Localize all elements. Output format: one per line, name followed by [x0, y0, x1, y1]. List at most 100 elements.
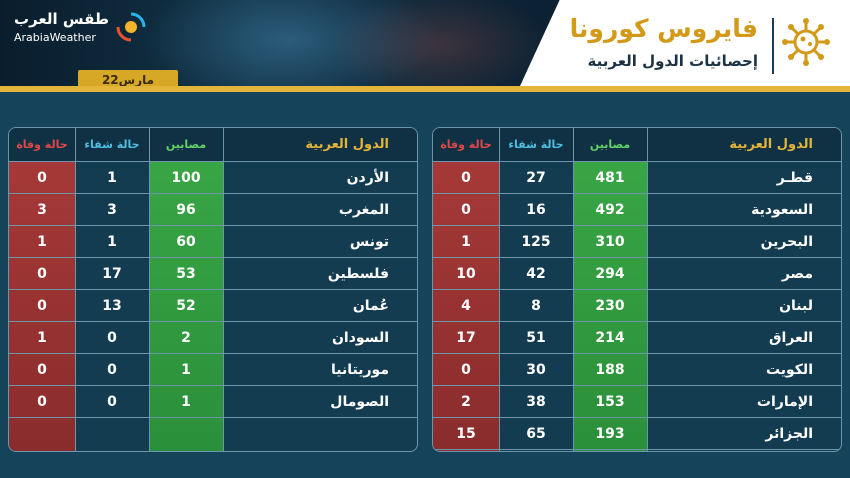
deaths-cell: 1 — [461, 234, 471, 250]
recovered-cell: 27 — [526, 170, 546, 186]
infected-cell: 230 — [595, 298, 625, 314]
table-row: 0 27 481 قطـر — [433, 162, 841, 194]
country-name: الجزائر — [765, 426, 813, 442]
logo-english-text: ArabiaWeather — [14, 31, 96, 44]
deaths-cell: 0 — [461, 170, 471, 186]
brand-logo[interactable]: طقس العرب ArabiaWeather — [14, 8, 154, 50]
recovered-cell: 42 — [526, 266, 546, 282]
recovered-cell: 0 — [107, 330, 117, 346]
recovered-cell: 0 — [107, 394, 117, 410]
table-row: 0 1 100 الأردن — [9, 162, 417, 194]
infected-cell: 310 — [595, 234, 625, 250]
table-row: 1 1 60 تونس — [9, 226, 417, 258]
country-name: عُمان — [352, 298, 389, 314]
recovered-cell: 16 — [526, 202, 546, 218]
table-row: 0 0 1 الصومال — [9, 386, 417, 418]
table-grid: حالة وفاة حالة شفاء مصابين الدول العربية… — [9, 128, 417, 451]
stats-table-right: حالة وفاة حالة شفاء مصابين الدول العربية… — [432, 127, 842, 452]
table-row: 0 0 1 موريتانيا — [9, 354, 417, 386]
table-row: 15 65 193 الجزائر — [433, 418, 841, 450]
recovered-cell: 65 — [526, 426, 546, 442]
header-deaths: حالة وفاة — [9, 128, 75, 162]
page-title: فايروس كورونا — [569, 14, 758, 43]
country-name: تونس — [349, 234, 389, 250]
table-row: 1 0 2 السودان — [9, 322, 417, 354]
infected-cell: 96 — [176, 202, 196, 218]
deaths-cell: 17 — [456, 330, 476, 346]
country-name: موريتانيا — [331, 362, 389, 378]
infected-cell: 1 — [181, 362, 191, 378]
recovered-cell: 13 — [102, 298, 122, 314]
table-row: 0 17 53 فلسطين — [9, 258, 417, 290]
deaths-cell: 2 — [461, 394, 471, 410]
header-country: الدول العربية — [223, 128, 417, 162]
recovered-cell: 38 — [526, 394, 546, 410]
page-subtitle: إحصائيات الدول العربية — [587, 52, 758, 70]
header-recovered: حالة شفاء — [75, 128, 149, 162]
table-row: 10 42 294 مصر — [433, 258, 841, 290]
country-name: البحرين — [760, 234, 813, 250]
header-infected: مصابين — [149, 128, 223, 162]
recovered-cell: 1 — [107, 234, 117, 250]
infected-cell: 214 — [595, 330, 625, 346]
deaths-cell: 0 — [461, 202, 471, 218]
weather-logo-icon — [116, 12, 146, 42]
deaths-cell: 3 — [37, 202, 47, 218]
deaths-cell: 10 — [456, 266, 476, 282]
recovered-cell: 3 — [107, 202, 117, 218]
deaths-cell: 0 — [37, 298, 47, 314]
recovered-cell: 1 — [107, 170, 117, 186]
recovered-cell: 125 — [521, 234, 551, 250]
header-deaths: حالة وفاة — [433, 128, 499, 162]
header-recovered: حالة شفاء — [499, 128, 573, 162]
date-badge: 22مارس — [78, 70, 178, 90]
header-country: الدول العربية — [647, 128, 841, 162]
recovered-cell: 30 — [526, 362, 546, 378]
table-row: 2 38 153 الإمارات — [433, 386, 841, 418]
infected-cell: 52 — [176, 298, 196, 314]
country-name: الكويت — [765, 362, 813, 378]
title-divider — [772, 18, 774, 74]
country-name: قطـر — [776, 170, 813, 186]
table-row: 1 125 310 البحرين — [433, 226, 841, 258]
recovered-cell: 8 — [531, 298, 541, 314]
background-glow-red — [330, 0, 550, 92]
recovered-cell: 0 — [107, 362, 117, 378]
stats-table-left: حالة وفاة حالة شفاء مصابين الدول العربية… — [8, 127, 418, 452]
country-name: مصر — [781, 266, 813, 282]
table-row: 3 3 96 المغرب — [9, 194, 417, 226]
infected-cell: 492 — [595, 202, 625, 218]
header-banner: طقس العرب ArabiaWeather فا — [0, 0, 850, 92]
title-box: فايروس كورونا إحصائيات الدول العربية — [520, 0, 850, 86]
infected-cell: 2 — [181, 330, 191, 346]
country-name: السعودية — [751, 202, 813, 218]
infected-cell: 1 — [181, 394, 191, 410]
infected-cell: 481 — [595, 170, 625, 186]
deaths-cell: 0 — [37, 394, 47, 410]
deaths-cell: 1 — [37, 330, 47, 346]
table-row: 0 30 188 الكويت — [433, 354, 841, 386]
deaths-cell: 0 — [461, 362, 471, 378]
country-name: الإمارات — [756, 394, 813, 410]
infected-cell: 153 — [595, 394, 625, 410]
country-name: فلسطين — [327, 266, 389, 282]
infected-cell: 53 — [176, 266, 196, 282]
country-name: السودان — [331, 330, 389, 346]
logo-arabic-text: طقس العرب — [14, 10, 109, 28]
country-name: المغرب — [338, 202, 389, 218]
table-row: 4 8 230 لبنان — [433, 290, 841, 322]
virus-icon — [782, 18, 830, 66]
infected-cell: 60 — [176, 234, 196, 250]
deaths-cell: 1 — [37, 234, 47, 250]
header-infected: مصابين — [573, 128, 647, 162]
deaths-cell: 4 — [461, 298, 471, 314]
deaths-cell: 0 — [37, 266, 47, 282]
background-glow — [140, 0, 440, 92]
table-row: 17 51 214 العراق — [433, 322, 841, 354]
country-name: لبنان — [779, 298, 813, 314]
country-name: العراق — [769, 330, 813, 346]
table-row: 0 13 52 عُمان — [9, 290, 417, 322]
table-grid: حالة وفاة حالة شفاء مصابين الدول العربية… — [433, 128, 841, 451]
infected-cell: 193 — [595, 426, 625, 442]
table-row: 0 16 492 السعودية — [433, 194, 841, 226]
